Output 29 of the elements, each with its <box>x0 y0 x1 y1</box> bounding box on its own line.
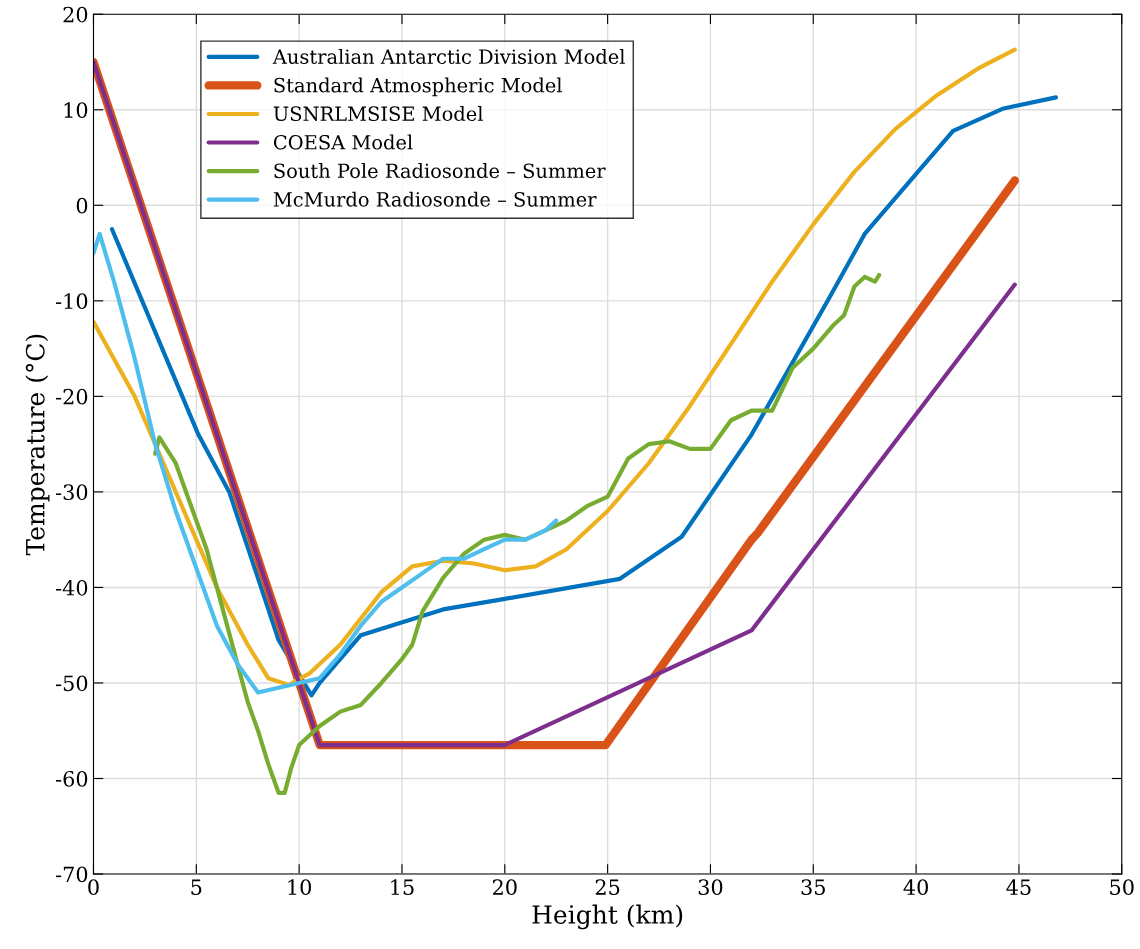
x-tick-label: 25 <box>595 879 620 896</box>
legend-label: Standard Atmospheric Model <box>274 77 562 97</box>
legend-label: USNRLMSISE Model <box>273 106 483 122</box>
y-tick-label: 10 <box>64 102 88 118</box>
x-tick-label: 40 <box>903 879 928 896</box>
y-tick-label: 0 <box>76 197 88 214</box>
x-tick-label: 35 <box>801 879 825 896</box>
x-tick-label: 15 <box>391 879 414 896</box>
x-axis-title: Height (km) <box>532 904 683 930</box>
legend-label: COESA Model <box>273 134 413 150</box>
legend-label: Australian Antarctic Division Model <box>272 48 625 64</box>
y-tick-label: -40 <box>55 579 88 596</box>
legend-label: McMurdo Radiosonde – Summer <box>273 191 597 207</box>
y-axis-title: Temperature (°C) <box>25 334 50 556</box>
x-tick-label: 50 <box>1110 879 1134 896</box>
x-tick-label: 20 <box>492 879 517 896</box>
y-tick-label: -60 <box>55 770 88 787</box>
y-tick-label: -20 <box>55 388 88 405</box>
y-tick-label: -30 <box>55 484 88 501</box>
x-tick-label: 10 <box>288 879 312 896</box>
y-tick-label: -10 <box>55 293 88 310</box>
x-tick-label: 45 <box>1006 879 1031 896</box>
legend-label: South Pole Radiosonde – Summer <box>274 163 606 179</box>
x-tick-label: 5 <box>191 879 202 896</box>
x-tick-label: 0 <box>88 879 99 896</box>
y-tick-label: 20 <box>63 6 88 23</box>
y-tick-label: -50 <box>55 675 88 692</box>
y-tick-label: -70 <box>55 866 88 883</box>
x-tick-label: 30 <box>698 879 723 896</box>
